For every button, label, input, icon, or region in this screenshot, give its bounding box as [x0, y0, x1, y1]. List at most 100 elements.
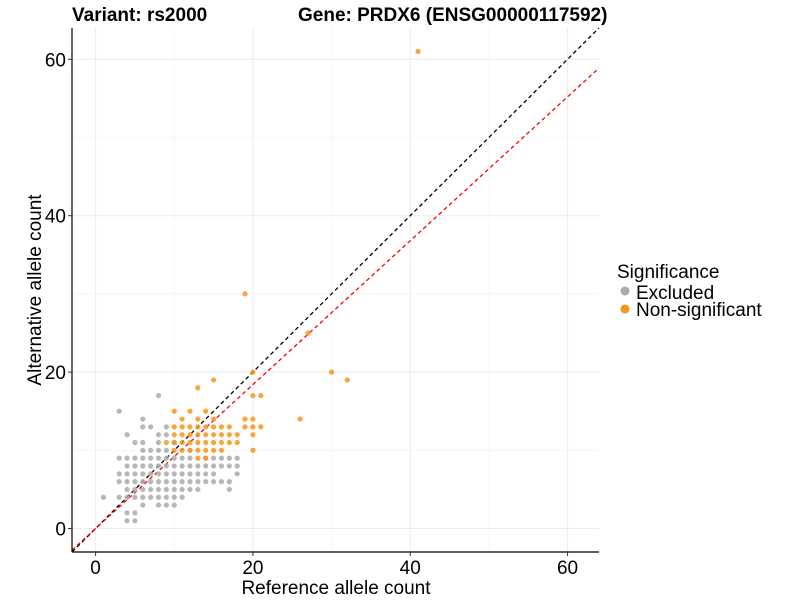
point-excluded [124, 463, 130, 469]
axes [71, 28, 599, 553]
point-excluded [195, 463, 201, 469]
legend-excluded-symbol [620, 286, 630, 296]
point-excluded [155, 463, 162, 469]
point-excluded [203, 479, 209, 485]
point-excluded [132, 479, 138, 485]
point-excluded [124, 486, 130, 493]
point-excluded [226, 463, 232, 469]
point-excluded [148, 447, 154, 453]
point-excluded [124, 471, 130, 477]
point-non-significant [203, 455, 209, 461]
point-non-significant [218, 447, 225, 453]
point-non-significant [179, 416, 185, 422]
point-non-significant [203, 424, 209, 430]
x-tick-label: 0 [90, 558, 101, 579]
point-excluded [140, 486, 146, 493]
point-excluded [140, 447, 146, 453]
point-non-significant [250, 369, 256, 375]
point-non-significant [210, 416, 217, 422]
point-excluded [116, 494, 122, 500]
point-non-significant [171, 439, 177, 446]
point-excluded [179, 494, 185, 500]
point-excluded [226, 479, 232, 485]
identity-dashed-line [71, 27, 600, 553]
gene-title: Gene: PRDX6 (ENSG00000117592) [298, 5, 607, 26]
point-excluded [163, 471, 169, 477]
tick-labels: 0 20 40 60 0 20 40 60 [45, 50, 578, 579]
point-non-significant [250, 424, 256, 430]
point-excluded [226, 486, 232, 493]
point-excluded [155, 494, 162, 500]
point-excluded [140, 494, 146, 500]
point-excluded [132, 494, 138, 500]
point-excluded [218, 463, 225, 469]
point-non-significant [210, 424, 217, 430]
point-excluded [155, 471, 162, 477]
point-non-significant [234, 439, 240, 446]
point-non-significant [250, 416, 256, 422]
point-non-significant [242, 416, 248, 422]
point-excluded [171, 486, 177, 493]
point-excluded [155, 392, 162, 399]
point-non-significant [226, 424, 232, 430]
point-excluded [163, 463, 169, 469]
point-excluded [155, 432, 162, 438]
point-excluded [155, 439, 162, 446]
point-excluded [148, 455, 154, 461]
point-excluded [132, 471, 138, 477]
point-excluded [155, 455, 162, 461]
point-non-significant [250, 447, 256, 453]
point-excluded [179, 471, 185, 477]
point-non-significant [171, 408, 177, 414]
point-excluded [140, 424, 146, 430]
point-non-significant [179, 439, 185, 446]
point-excluded [140, 471, 146, 477]
legend-non-significant-symbol [620, 304, 630, 314]
x-tick-label: 40 [400, 558, 421, 579]
point-non-significant [210, 447, 217, 453]
point-non-significant [415, 48, 421, 55]
point-excluded [234, 463, 240, 469]
y-tick-label: 60 [45, 50, 66, 71]
point-excluded [179, 479, 185, 485]
y-axis-title: Alternative allele count [25, 194, 46, 386]
point-non-significant [203, 439, 209, 446]
point-excluded [148, 471, 154, 477]
point-non-significant [179, 424, 185, 430]
grid [72, 28, 599, 552]
point-excluded [171, 455, 177, 461]
point-non-significant [210, 377, 217, 383]
point-excluded [148, 494, 154, 500]
point-excluded [203, 463, 209, 469]
point-non-significant [179, 447, 185, 453]
point-non-significant [187, 432, 193, 438]
point-excluded [132, 510, 138, 516]
point-non-significant [226, 439, 232, 446]
point-excluded [234, 471, 240, 477]
point-excluded [171, 479, 177, 485]
point-non-significant [258, 424, 264, 430]
point-non-significant [328, 369, 335, 375]
point-non-significant [195, 432, 201, 438]
legend: Significance Excluded Non-significant [617, 262, 762, 321]
point-excluded [163, 486, 169, 493]
point-excluded [124, 455, 130, 461]
point-excluded [171, 494, 177, 500]
point-excluded [155, 447, 162, 453]
point-excluded [203, 471, 209, 477]
point-excluded [155, 479, 162, 485]
variant-title: Variant: rs2000 [72, 5, 207, 26]
point-excluded [163, 494, 169, 500]
point-excluded [140, 416, 146, 422]
point-excluded [179, 486, 185, 493]
point-excluded [116, 479, 122, 485]
point-non-significant [297, 416, 303, 422]
point-non-significant [203, 408, 209, 414]
point-non-significant [195, 424, 201, 430]
point-non-significant [171, 447, 177, 453]
point-excluded [124, 494, 130, 500]
point-non-significant [171, 432, 177, 438]
y-tick-label: 40 [45, 207, 66, 228]
point-non-significant [187, 439, 193, 446]
point-non-significant [250, 392, 256, 399]
